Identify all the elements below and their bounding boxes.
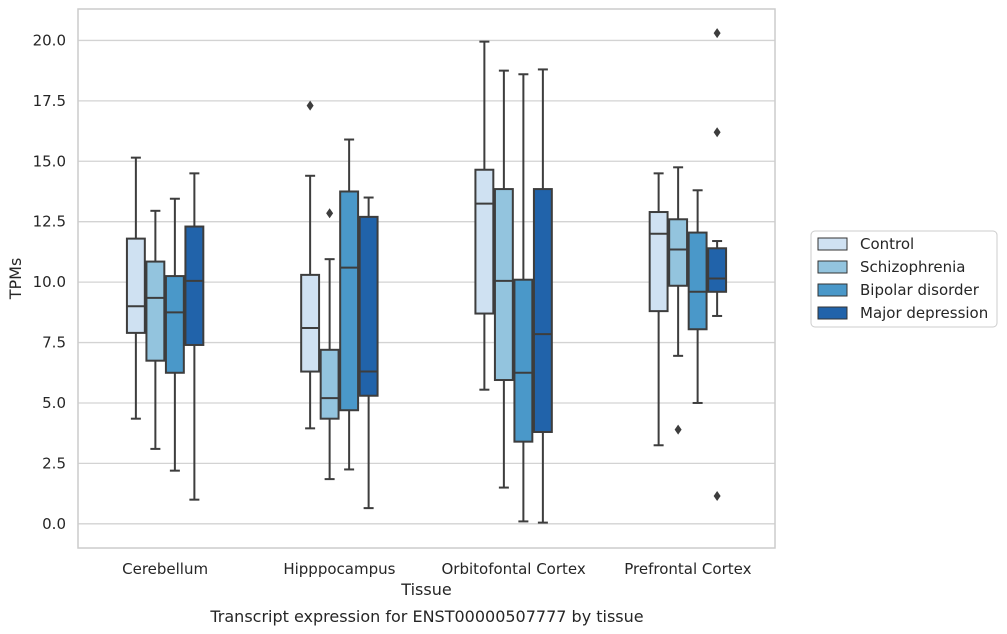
outlier-point <box>326 208 334 219</box>
y-tick-label: 2.5 <box>42 454 66 472</box>
box-iqr <box>164 275 185 374</box>
legend-label-control: Control <box>860 235 914 253</box>
box-iqr <box>300 273 321 373</box>
y-tick-labels: 0.0 2.5 5.0 7.5 10.0 12.5 15.0 17.5 20.0 <box>33 31 66 532</box>
box-iqr <box>707 247 728 293</box>
y-tick-label: 17.5 <box>33 92 66 110</box>
box-bipolar-disorder-hipppocampus <box>339 138 360 471</box>
box-major-depression-cerebellum <box>184 172 205 501</box>
box-bipolar-disorder-orbitofontal-cortex <box>513 73 534 523</box>
legend-swatch-bipolar-disorder <box>817 283 848 297</box>
legend-swatch-control <box>817 237 848 251</box>
box-iqr <box>532 188 553 433</box>
box-schizophrenia-orbitofontal-cortex <box>493 69 514 489</box>
box-control-orbitofontal-cortex <box>474 40 495 391</box>
legend-swatch-schizophrenia <box>817 260 848 274</box>
legend-swatch-major-depression <box>817 306 848 320</box>
box-iqr <box>125 237 146 334</box>
outlier-point <box>713 491 721 502</box>
legend-label-bipolar-disorder: Bipolar disorder <box>860 281 980 299</box>
y-tick-label: 10.0 <box>33 273 66 291</box>
box-iqr <box>145 260 166 362</box>
box-bipolar-disorder-cerebellum <box>164 197 185 472</box>
outlier-point <box>713 127 721 138</box>
box-bipolar-disorder-prefrontal-cortex <box>687 189 708 404</box>
box-control-cerebellum <box>125 156 146 420</box>
y-tick-label: 7.5 <box>42 334 66 352</box>
x-tick-labels: Cerebellum Hipppocampus Orbitofontal Corte… <box>122 560 751 578</box>
box-control-prefrontal-cortex <box>648 172 669 447</box>
box-iqr <box>358 215 379 397</box>
box-major-depression-prefrontal-cortex <box>707 28 728 502</box>
outlier-point <box>713 28 721 39</box>
x-tick-label: Cerebellum <box>122 560 208 578</box>
x-axis-label: Tissue <box>400 580 451 599</box>
box-iqr <box>687 231 708 331</box>
box-control-hipppocampus <box>300 100 321 430</box>
chart-caption: Transcript expression for ENST0000050777… <box>209 607 643 626</box>
y-tick-label: 20.0 <box>33 31 66 49</box>
plot-frame <box>77 8 776 549</box>
box-iqr <box>319 348 340 420</box>
box-iqr <box>493 188 514 382</box>
box-schizophrenia-prefrontal-cortex <box>668 166 689 435</box>
y-tick-label: 15.0 <box>33 152 66 170</box>
outlier-point <box>674 424 682 435</box>
box-iqr <box>474 168 495 315</box>
box-schizophrenia-cerebellum <box>145 209 166 450</box>
box-major-depression-hipppocampus <box>358 196 379 510</box>
y-tick-label: 5.0 <box>42 394 66 412</box>
legend-frame <box>810 230 998 328</box>
box-schizophrenia-hipppocampus <box>319 208 340 481</box>
box-layer <box>125 28 728 524</box>
y-tick-label: 0.0 <box>42 515 66 533</box>
box-iqr <box>339 190 360 412</box>
box-iqr <box>513 278 534 443</box>
box-iqr <box>648 211 669 313</box>
legend: Control Schizophrenia Bipolar disorder Majo… <box>810 230 998 328</box>
y-tick-label: 12.5 <box>33 213 66 231</box>
legend-label-major-depression: Major depression <box>860 304 988 322</box>
x-tick-label: Orbitofontal Cortex <box>442 560 586 578</box>
outlier-point <box>306 100 314 111</box>
y-axis-label: TPMs <box>6 258 25 301</box>
box-iqr <box>668 218 689 287</box>
x-tick-label: Hipppocampus <box>283 560 395 578</box>
box-iqr <box>184 225 205 346</box>
legend-label-schizophrenia: Schizophrenia <box>860 258 965 276</box>
x-tick-label: Prefrontal Cortex <box>624 560 751 578</box>
box-major-depression-orbitofontal-cortex <box>532 68 553 524</box>
